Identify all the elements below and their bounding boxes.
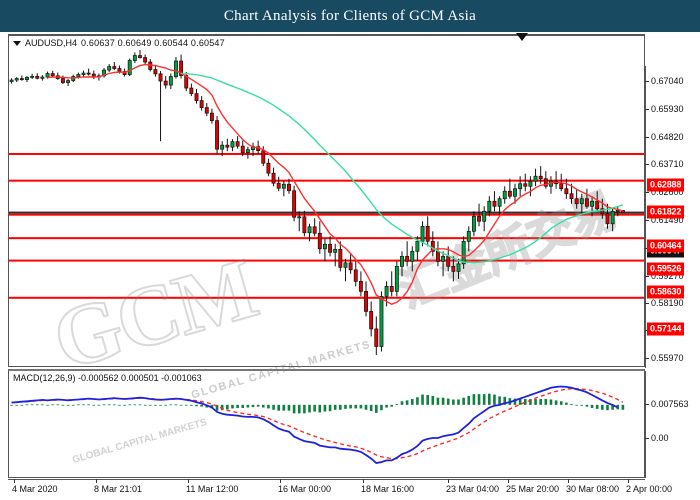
page-title: Chart Analysis for Clients of GCM Asia — [223, 7, 477, 24]
ma-fast-line — [47, 63, 624, 305]
axis-tick-label: 0.58190 — [651, 297, 684, 308]
time-tick — [188, 479, 189, 483]
axis-tick-label: 0.55970 — [651, 353, 684, 364]
current-price-line — [9, 211, 644, 214]
axis-tick — [645, 358, 649, 360]
level-line — [9, 213, 644, 216]
axis-tick-label: 0.62600 — [651, 187, 684, 198]
candlestick-series — [9, 50, 625, 355]
axis-line-price — [645, 66, 646, 368]
time-tick — [448, 479, 449, 483]
axis-line-macd — [645, 371, 646, 478]
axis-tick-label: 0.67040 — [651, 76, 684, 87]
macd-axis-tick-label: 0.00 — [651, 432, 669, 443]
title-bar: Chart Analysis for Clients of GCM Asia — [0, 0, 700, 32]
axis-tick — [645, 81, 649, 83]
axis-tick — [645, 275, 649, 277]
symbol-header[interactable]: AUDUSD,H4 0.60637 0.60649 0.60544 0.6054… — [13, 38, 225, 48]
ohlc-values: 0.60637 0.60649 0.60544 0.60547 — [81, 38, 225, 48]
time-tick-label: 25 Mar 20:00 — [506, 484, 560, 494]
price-level-lines — [9, 152, 644, 299]
price-pane[interactable]: AUDUSD,H4 0.60637 0.60649 0.60544 0.6054… — [8, 34, 645, 367]
time-tick-label: 18 Mar 16:00 — [361, 484, 415, 494]
axis-tick-label: 0.61490 — [651, 214, 684, 225]
time-tick — [96, 479, 97, 483]
time-tick-label: 2 Apr 00:00 — [626, 484, 673, 494]
axis-tick — [645, 302, 649, 304]
triangle-down-icon[interactable] — [516, 33, 528, 41]
level-label[interactable]: 0.57144 — [647, 322, 685, 336]
axis-tick-label: 0.65930 — [651, 103, 684, 114]
axis-tick — [645, 108, 649, 110]
ma-slow-line — [181, 72, 624, 264]
time-tick-label: 30 Mar 08:00 — [566, 484, 620, 494]
level-label[interactable]: 0.58630 — [647, 285, 685, 299]
time-tick-label: 8 Mar 21:01 — [94, 484, 143, 494]
time-tick — [508, 479, 509, 483]
axis-tick-label: 0.63710 — [651, 159, 684, 170]
axis-tick — [645, 192, 649, 194]
time-tick — [14, 479, 15, 483]
time-tick — [568, 479, 569, 483]
chart-frame: AUDUSD,H4 0.60637 0.60649 0.60544 0.6054… — [0, 32, 700, 500]
level-line — [9, 259, 644, 262]
time-tick — [363, 479, 364, 483]
level-line — [9, 296, 644, 299]
macd-axis-tick — [645, 437, 649, 439]
axis-tick-label: 0.64820 — [651, 131, 684, 142]
macd-series — [10, 385, 625, 464]
macd-axis-tick-label: 0.007563 — [651, 399, 689, 409]
axis-tick — [645, 136, 649, 138]
axis-tick — [645, 219, 649, 221]
time-tick — [628, 479, 629, 483]
symbol-label: AUDUSD,H4 — [25, 38, 78, 48]
macd-main-line — [11, 385, 619, 464]
time-axis-line — [8, 479, 645, 480]
time-tick-label: 23 Mar 04:00 — [446, 484, 500, 494]
macd-pane[interactable]: MACD(12,26,9) -0.000562 0.000501 -0.0010… — [8, 369, 645, 478]
level-label[interactable]: 0.60464 — [647, 239, 685, 253]
macd-header: MACD(12,26,9) -0.000562 0.000501 -0.0010… — [13, 373, 202, 383]
time-tick-label: 4 Mar 2020 — [12, 484, 58, 494]
time-tick-label: 16 Mar 00:00 — [278, 484, 332, 494]
level-label[interactable]: 0.61822 — [647, 205, 685, 219]
macd-axis-tick — [645, 404, 649, 405]
time-tick — [280, 479, 281, 483]
time-axis[interactable]: 4 Mar 2020 8 Mar 21:01 11 Mar 12:00 16 Mar … — [8, 479, 672, 500]
axis-tick — [645, 164, 649, 166]
caret-down-icon[interactable] — [13, 40, 21, 46]
level-line — [9, 152, 644, 155]
price-axis-right[interactable]: 0.67040 0.65930 0.64820 0.63710 0.62600 0.614… — [645, 66, 700, 478]
level-label[interactable]: 0.62888 — [647, 178, 685, 192]
level-line — [9, 237, 644, 240]
level-label[interactable]: 0.59526 — [647, 262, 685, 276]
level-line — [9, 179, 644, 182]
time-tick-label: 11 Mar 12:00 — [186, 484, 239, 494]
